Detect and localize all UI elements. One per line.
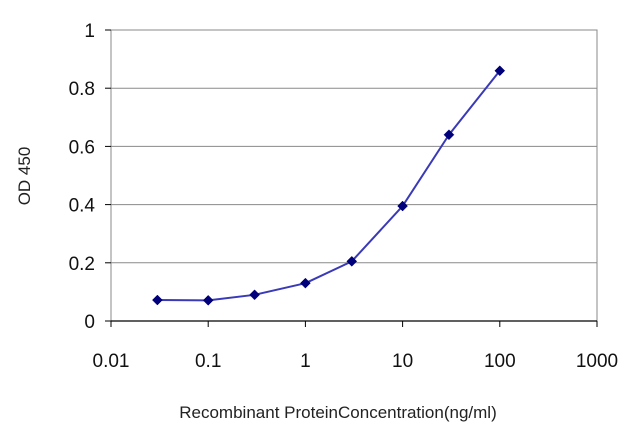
data-point-3 [300, 277, 311, 289]
data-point-5 [397, 200, 408, 212]
y-tick-label-0: 0 [84, 312, 95, 333]
y-axis-title: OD 450 [15, 147, 34, 206]
y-tick-label-2: 0.4 [69, 196, 96, 217]
y-tick-label-5: 1 [84, 21, 95, 42]
plot-area-frame [110, 29, 598, 322]
series-line-0 [157, 70, 501, 302]
x-tick-label-3: 10 [392, 351, 413, 372]
x-tick-label-0: 0.01 [93, 351, 130, 372]
data-point-0 [152, 294, 163, 306]
y-tick-label-4: 0.8 [69, 79, 95, 100]
data-point-6 [443, 129, 455, 141]
gridlines [111, 87, 597, 264]
x-tick-label-4: 100 [484, 351, 516, 372]
x-axis-ticks: 0.01 0.1 1 10 100 1000 [93, 321, 618, 372]
data-point-7 [494, 65, 506, 77]
x-tick-label-1: 0.1 [195, 351, 221, 372]
y-tick-label-1: 0.2 [69, 254, 95, 275]
x-tick-label-5: 1000 [576, 351, 618, 372]
series-layer [152, 65, 506, 306]
x-tick-label-2: 1 [300, 351, 311, 372]
y-axis-ticks: 0 0.2 0.4 0.6 0.8 1 [69, 21, 111, 333]
data-point-4 [346, 255, 358, 267]
data-point-2 [249, 289, 260, 301]
y-tick-label-3: 0.6 [69, 137, 95, 158]
data-point-1 [202, 294, 214, 306]
x-axis-title: Recombinant ProteinConcentration(ng/ml) [179, 403, 497, 422]
